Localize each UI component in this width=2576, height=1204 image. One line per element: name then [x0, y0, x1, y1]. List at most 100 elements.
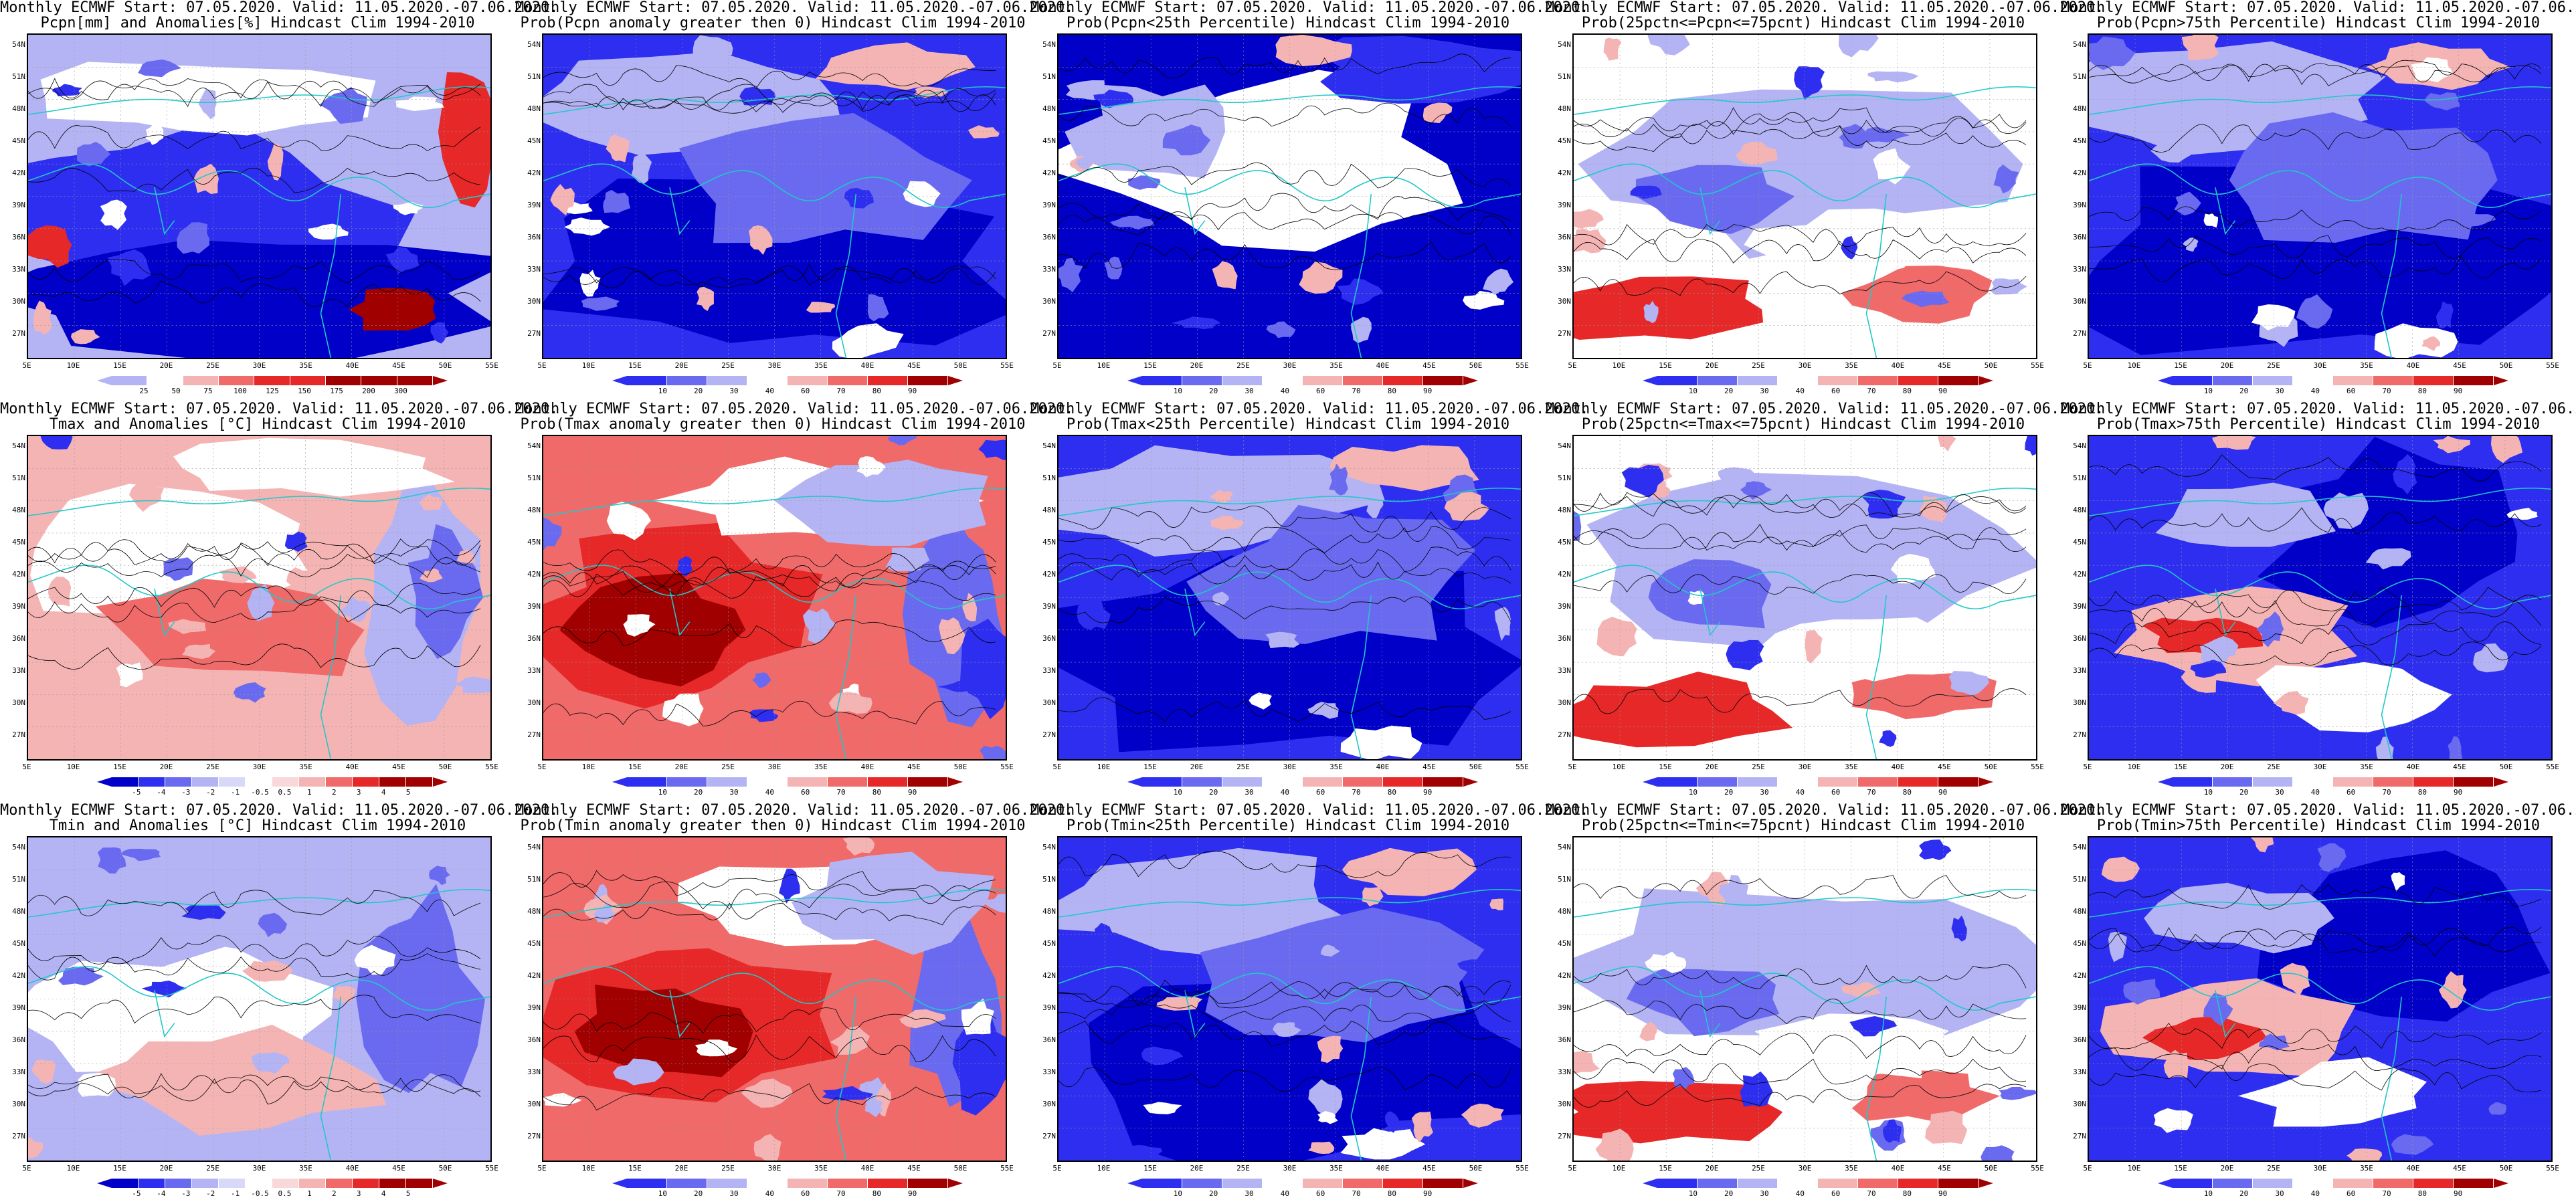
speckle-area: [2273, 691, 2309, 715]
contour-line: [28, 995, 481, 1024]
speckle-area: [543, 1092, 582, 1107]
map-canvas: [543, 35, 1006, 358]
latitude-label: 42N: [1558, 971, 1571, 980]
panel-title-line1: Monthly ECMWF Start: 07.05.2020. Valid: …: [1546, 401, 2104, 417]
colorbar: [2158, 777, 2508, 787]
longitude-label: 50E: [2499, 763, 2513, 771]
colorbar-tick-label: 80: [2417, 788, 2427, 797]
colorbar-swatch: [2454, 376, 2494, 385]
longitude-label: 40E: [345, 1164, 359, 1173]
contour-line: [2089, 586, 2542, 611]
colorbar-swatch: [908, 376, 948, 385]
colorbar-end-left: [97, 777, 112, 787]
longitude-label: 40E: [2406, 361, 2420, 370]
latitude-label: 36N: [12, 634, 25, 643]
longitude-label: 20E: [1190, 361, 1204, 370]
speckle-area: [822, 1086, 873, 1101]
speckle-area: [456, 549, 476, 564]
longitude-label: 15E: [628, 361, 642, 370]
colorbar-tick-label: 20: [694, 387, 703, 395]
speckle-area: [962, 593, 978, 622]
longitude-label: 45E: [1422, 763, 1436, 771]
colorbar-swatch: [2373, 1179, 2413, 1188]
colorbar-tick-label: 80: [1902, 387, 1912, 395]
coastline: [28, 86, 490, 358]
speckle-area: [830, 1026, 870, 1055]
anomaly-area: [1648, 559, 1772, 629]
latitude-label: 36N: [12, 233, 25, 241]
panel-title-line1: Monthly ECMWF Start: 07.05.2020. Valid: …: [0, 802, 559, 819]
colorbar-swatch: [2413, 1179, 2454, 1188]
longitude-label: 10E: [66, 1164, 80, 1173]
latitude-label: 42N: [1558, 570, 1571, 579]
colorbar-swatch: [2293, 777, 2333, 787]
longitude-label: 30E: [767, 1164, 781, 1173]
latitude-label: 30N: [2073, 297, 2086, 306]
colorbar-tick-label: 60: [801, 387, 810, 395]
speckle-area: [1210, 490, 1234, 504]
anomaly-area: [832, 323, 904, 358]
speckle-area: [354, 944, 396, 975]
speckle-area: [454, 676, 490, 694]
panel-title-line1: Monthly ECMWF Start: 07.05.2020. Valid: …: [2061, 0, 2576, 16]
colorbar-tick-label: 10: [658, 1189, 667, 1198]
colorbar-swatch: [147, 376, 183, 385]
longitude-label: 20E: [159, 1164, 173, 1173]
latitude-label: 45N: [2073, 939, 2086, 948]
longitude-label: 25E: [1752, 361, 1765, 370]
speckle-area: [1077, 595, 1111, 630]
latitude-label: 51N: [1558, 474, 1571, 482]
colorbar-swatch: [1303, 777, 1343, 787]
colorbar-tick-label: 60: [2347, 387, 2356, 395]
coastline: [28, 888, 490, 1161]
speckle-area: [145, 124, 164, 145]
panel-title-line2: Prob(Tmin>75th Percentile) Hindcast Clim…: [2096, 817, 2541, 834]
speckle-area: [76, 141, 111, 167]
speckle-area: [2025, 436, 2036, 456]
longitude-label: 35E: [2360, 361, 2373, 370]
colorbar-labels: 10 20 30 40 60 70 80 90: [627, 1189, 948, 1199]
map-canvas: [1574, 35, 2036, 358]
latitude-label: 39N: [527, 1003, 541, 1012]
longitude-label: 20E: [674, 361, 688, 370]
colorbar-swatch: [139, 1179, 165, 1188]
colorbar-tick-label: 20: [694, 788, 703, 797]
colorbar-swatch: [1697, 376, 1738, 385]
speckle-area: [1948, 670, 1989, 696]
longitude-label: 10E: [66, 763, 80, 771]
longitude-label: 55E: [1000, 763, 1014, 771]
contour-line: [2089, 60, 2542, 84]
contour-line: [1059, 596, 1511, 623]
anomaly-area: [1340, 725, 1422, 759]
colorbar-tick-label: 70: [1867, 387, 1876, 395]
colorbar-swatch: [2454, 1179, 2494, 1188]
contour-line: [2089, 235, 2542, 259]
coastline: [1574, 888, 2036, 1161]
contour-line: [543, 84, 996, 110]
colorbar-tick-label: 30: [1760, 788, 1769, 797]
speckle-area: [1141, 1046, 1184, 1066]
colorbar-tick-label: 100: [234, 387, 247, 395]
speckle-area: [2365, 548, 2411, 570]
colorbar-tick-label: 40: [2310, 387, 2320, 395]
contour-line: [2089, 206, 2542, 231]
map-area: [1057, 435, 1522, 761]
longitude-label: 45E: [2453, 361, 2466, 370]
colorbar-tick-label: 60: [1316, 387, 1325, 395]
latitude-label: 36N: [1558, 1035, 1571, 1044]
colorbar-tick-label: 80: [872, 788, 881, 797]
contour-line: [28, 643, 481, 670]
colorbar-tick-label: 60: [801, 1189, 810, 1198]
colorbar-tick-label: 10: [1688, 1189, 1697, 1198]
speckle-area: [1938, 436, 1956, 452]
colorbar-swatch: [219, 1179, 246, 1188]
colorbar-tick-label: -1: [230, 1189, 240, 1198]
map-panel-r3c5: Monthly ECMWF Start: 07.05.2020. Valid: …: [2061, 803, 2576, 1204]
speckle-area: [33, 300, 52, 335]
colorbar-tick-label: 70: [2382, 387, 2391, 395]
colorbar-tick-label: 20: [2239, 387, 2249, 395]
longitude-label: 20E: [1705, 1164, 1719, 1173]
colorbar-labels: 10 20 30 40 60 70 80 90: [627, 788, 948, 797]
anomaly-area: [2374, 323, 2458, 358]
colorbar-labels: 10 20 30 40 60 70 80 90: [1142, 387, 1463, 396]
